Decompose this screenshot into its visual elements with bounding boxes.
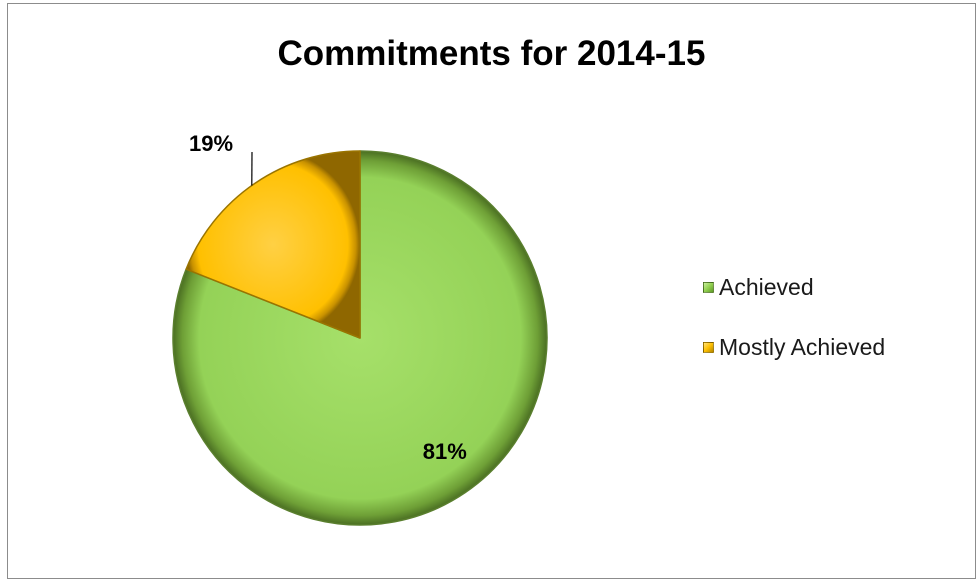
- legend-swatch-achieved: [703, 281, 714, 293]
- legend: Achieved Mostly Achieved: [703, 267, 885, 387]
- legend-label-mostly-achieved: Mostly Achieved: [719, 333, 886, 360]
- legend-item-achieved[interactable]: Achieved: [703, 267, 885, 307]
- pie-slice-mostly-achieved[interactable]: [185, 150, 361, 339]
- data-label-achieved: 81%: [422, 439, 467, 465]
- chart-title: Commitments for 2014-15: [277, 34, 706, 73]
- pie-chart: [172, 150, 548, 526]
- chart-area: Commitments for 2014-15 81% 19%: [7, 3, 976, 579]
- legend-swatch-mostly-achieved: [703, 341, 714, 353]
- legend-item-mostly-achieved[interactable]: Mostly Achieved: [703, 327, 885, 367]
- data-label-mostly-achieved: 19%: [189, 131, 234, 156]
- legend-label-achieved: Achieved: [719, 273, 814, 300]
